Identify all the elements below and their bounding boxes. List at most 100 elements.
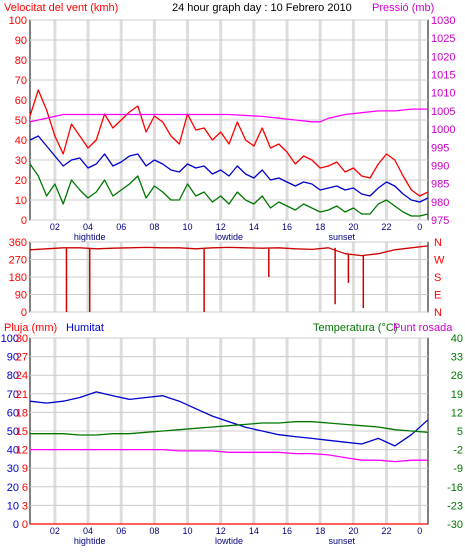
x-annotation-label: lowtide xyxy=(215,232,243,242)
temperature-tick-label: -23 xyxy=(447,500,463,512)
humidity-tick-label: 90 xyxy=(7,352,19,364)
compass-label: N xyxy=(434,307,442,319)
left-y-tick-label: 90 xyxy=(15,35,27,47)
left-y-tick-label: 360 xyxy=(9,237,27,249)
left-y-tick-label: 0 xyxy=(21,215,27,227)
temperature-tick-label: 5 xyxy=(457,426,463,438)
right-y-tick-label: 995 xyxy=(431,142,449,154)
humidity-tick-label: 60 xyxy=(7,407,19,419)
x-tick-label: 18 xyxy=(315,222,325,232)
left-y-tick-label: 40 xyxy=(15,135,27,147)
humidity-axis-label: Humitat xyxy=(66,322,104,334)
x-tick-label: 22 xyxy=(382,526,392,536)
temperature-tick-label: 19 xyxy=(451,389,463,401)
right-y-tick-label: 1010 xyxy=(431,88,455,100)
right-y-tick-label: 1030 xyxy=(431,15,455,27)
panel3-series-line-0 xyxy=(29,391,429,447)
rain-tick-label: 3 xyxy=(22,500,28,512)
x-tick-label: 10 xyxy=(183,526,193,536)
left-y-tick-label: 90 xyxy=(15,290,27,302)
rain-tick-label: 6 xyxy=(22,482,28,494)
humidity-tick-label: 70 xyxy=(7,389,19,401)
x-annotation-label: lowtide xyxy=(215,536,243,546)
temperature-tick-label: 40 xyxy=(451,333,463,345)
wind-direction-line xyxy=(29,245,429,257)
left-y-tick-label: 270 xyxy=(9,255,27,267)
humidity-tick-label: 40 xyxy=(7,445,19,457)
x-tick-label: 0 xyxy=(417,222,422,232)
x-tick-label: 0 xyxy=(417,526,422,536)
left-y-tick-label: 30 xyxy=(15,155,27,167)
rain-tick-label: 0 xyxy=(22,519,28,531)
x-tick-label: 16 xyxy=(282,526,292,536)
series-line-0 xyxy=(29,89,429,197)
x-tick-label: 02 xyxy=(50,526,60,536)
compass-label: N xyxy=(434,237,442,249)
x-tick-label: 22 xyxy=(382,222,392,232)
left-y-tick-label: 0 xyxy=(21,307,27,319)
x-tick-label: 04 xyxy=(83,526,93,536)
left-y-tick-label: 10 xyxy=(15,195,27,207)
x-tick-label: 12 xyxy=(216,222,226,232)
right-y-tick-label: 1025 xyxy=(431,33,455,45)
x-tick-label: 10 xyxy=(183,222,193,232)
rain-tick-label: 30 xyxy=(16,333,28,345)
rain-tick-label: 9 xyxy=(22,463,28,475)
humidity-tick-label: 80 xyxy=(7,370,19,382)
humidity-tick-label: 100 xyxy=(1,333,19,345)
left-y-tick-label: 80 xyxy=(15,55,27,67)
x-annotation-label: sunset xyxy=(329,232,356,242)
panel3-series-line-2 xyxy=(30,448,428,463)
rain-axis-label: Pluja (mm) xyxy=(4,322,57,334)
chart-panels: 0102030405060708090100975980985990995100… xyxy=(1,15,463,546)
x-annotation-label: hightide xyxy=(74,536,106,546)
temperature-tick-label: 26 xyxy=(451,370,463,382)
x-tick-label: 16 xyxy=(282,222,292,232)
left-y-tick-label: 180 xyxy=(9,272,27,284)
temperature-tick-label: -30 xyxy=(447,519,463,531)
x-tick-label: 12 xyxy=(216,526,226,536)
right-y-tick-label: 980 xyxy=(431,197,449,209)
x-annotation-label: sunset xyxy=(329,536,356,546)
left-y-tick-label: 50 xyxy=(15,115,27,127)
temperature-tick-label: -16 xyxy=(447,482,463,494)
x-tick-label: 14 xyxy=(249,526,259,536)
x-tick-label: 06 xyxy=(116,222,126,232)
humidity-tick-label: 30 xyxy=(7,463,19,475)
x-tick-label: 18 xyxy=(315,526,325,536)
dew-point-axis-label: Punt rosada xyxy=(393,322,453,334)
compass-label: S xyxy=(434,272,441,284)
rain-tick-label: 12 xyxy=(16,445,28,457)
rain-tick-label: 15 xyxy=(16,426,28,438)
rain-tick-label: 21 xyxy=(16,389,28,401)
right-y-tick-label: 990 xyxy=(431,160,449,172)
right-y-tick-label: 985 xyxy=(431,179,449,191)
x-tick-label: 08 xyxy=(149,222,159,232)
right-y-tick-label: 1020 xyxy=(431,51,455,63)
right-y-tick-label: 1005 xyxy=(431,106,455,118)
humidity-tick-label: 50 xyxy=(7,426,19,438)
right-y-tick-label: 975 xyxy=(431,215,449,227)
series-line-1 xyxy=(29,135,429,203)
compass-label: E xyxy=(434,290,441,302)
temperature-axis-label: Temperatura (°C) xyxy=(313,322,397,334)
left-y-tick-label: 100 xyxy=(9,15,27,27)
panel3-series-line-1 xyxy=(30,421,429,436)
left-y-tick-label: 20 xyxy=(15,175,27,187)
x-tick-label: 02 xyxy=(50,222,60,232)
x-tick-label: 06 xyxy=(116,526,126,536)
series-line-3 xyxy=(29,108,428,123)
humidity-tick-label: 20 xyxy=(7,482,19,494)
x-tick-label: 08 xyxy=(149,526,159,536)
wind-speed-axis-label: Velocitat del vent (kmh) xyxy=(4,2,118,14)
right-y-tick-label: 1015 xyxy=(431,70,455,82)
rain-tick-label: 18 xyxy=(16,407,28,419)
humidity-tick-label: 0 xyxy=(13,519,19,531)
x-annotation-label: hightide xyxy=(74,232,106,242)
x-tick-label: 14 xyxy=(249,222,259,232)
left-y-tick-label: 70 xyxy=(15,75,27,87)
left-y-tick-label: 60 xyxy=(15,95,27,107)
temperature-tick-label: -2 xyxy=(453,445,463,457)
x-tick-label: 20 xyxy=(348,526,358,536)
